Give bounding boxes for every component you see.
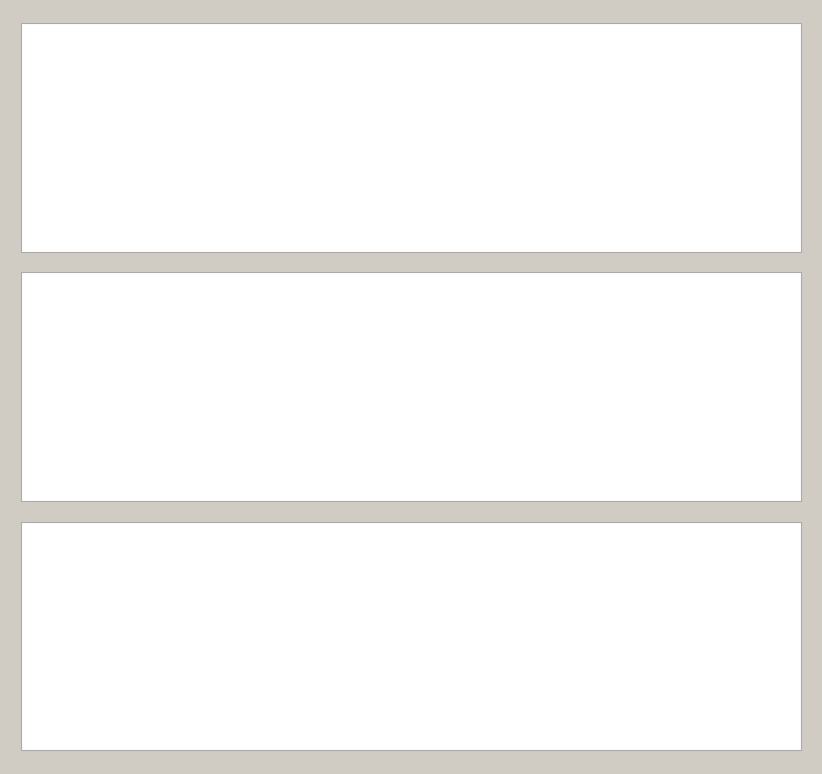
Text: 03_HomeDialysis: 03_HomeDialysis [142,224,215,232]
Text: philippines: philippines [437,180,479,190]
Text: █████: █████ [484,473,506,481]
Text: ███ ████: ███ ████ [387,27,435,39]
Text: █████: █████ [484,430,506,438]
Text: 04_End: 04_End [521,224,552,232]
Text: Total: Total [142,180,162,190]
Text: philippines: philippines [59,224,101,232]
Text: philippines: philippines [59,430,101,439]
Bar [415,426,432,443]
Text: █████: █████ [105,181,127,189]
Bar [36,426,53,443]
Text: █████: █████ [105,452,127,460]
Text: 02_Treatment_Op: 02_Treatment_Op [142,202,216,211]
Text: █████: █████ [105,722,127,731]
Text: philippines: philippines [437,224,479,232]
Text: 03_HomeDialysis: 03_HomeDialysis [142,722,215,731]
Text: █████: █████ [484,224,506,232]
Text: philippines: philippines [59,473,101,481]
Text: █████: █████ [105,203,127,211]
Text: Total: Total [142,430,162,439]
Text: 01_Start: 01_Start [521,180,556,190]
Text: PROTOCOL / TOBI DETIKER: PROTOCOL / TOBI DETIKER [778,297,783,382]
Bar [36,176,53,194]
Text: █████: █████ [105,680,127,687]
Text: philippines: philippines [437,722,479,731]
Text: █████: █████ [484,181,506,189]
Text: 02_Treatment_Op: 02_Treatment_Op [142,700,216,710]
Text: 04_End: 04_End [521,473,552,481]
Text: philippines: philippines [437,430,479,439]
Text: Monthly (2 Hour Average): Monthly (2 Hour Average) [330,733,501,746]
Text: PROTOCOL / TOBI DETIKER: PROTOCOL / TOBI DETIKER [778,48,783,133]
Bar [415,718,432,735]
Text: 04_End: 04_End [521,722,552,731]
Text: Weekly (30 Minute Average): Weekly (30 Minute Average) [321,484,509,497]
Text: █████: █████ [105,701,127,709]
Text: philippines: philippines [437,473,479,481]
Text: 01_Start: 01_Start [521,430,556,439]
Text: philippines: philippines [59,679,101,688]
Text: philippines: philippines [59,451,101,461]
Bar [415,220,432,236]
Text: philippines: philippines [59,202,101,211]
Bar [36,447,53,464]
Text: █████: █████ [105,224,127,232]
Text: █████: █████ [105,473,127,481]
Text: philippines: philippines [59,180,101,190]
Bar [36,220,53,236]
Bar [415,675,432,692]
Bar [36,718,53,735]
Text: Daily (5 Minute Average): Daily (5 Minute Average) [332,235,498,248]
Bar [415,469,432,485]
Bar [415,176,432,194]
Text: ███ ████: ███ ████ [387,526,435,538]
Text: philippines: philippines [59,722,101,731]
Text: 03_HomeDialysis: 03_HomeDialysis [142,473,215,481]
Text: PROTOCOL / TOBI DETIKER: PROTOCOL / TOBI DETIKER [778,546,783,632]
Bar [36,198,53,215]
Text: philippines: philippines [437,679,479,688]
Text: Total: Total [142,679,162,688]
Text: ███ ████: ███ ████ [387,276,435,289]
Bar [36,469,53,485]
Text: philippines: philippines [59,700,101,710]
Text: █████: █████ [484,722,506,731]
Text: 01_Start: 01_Start [521,679,556,688]
Text: █████: █████ [484,680,506,687]
Text: █████: █████ [105,430,127,438]
Text: 02_Treatment_Op: 02_Treatment_Op [142,451,216,461]
Bar [36,697,53,714]
Bar [36,675,53,692]
